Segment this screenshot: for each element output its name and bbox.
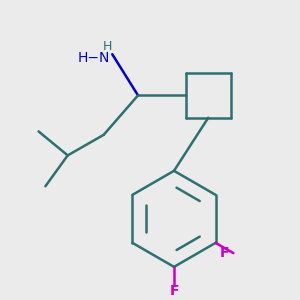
Text: H: H bbox=[102, 40, 112, 52]
Text: F: F bbox=[220, 246, 230, 260]
Text: F: F bbox=[169, 284, 179, 298]
Text: H−N: H−N bbox=[77, 51, 110, 65]
